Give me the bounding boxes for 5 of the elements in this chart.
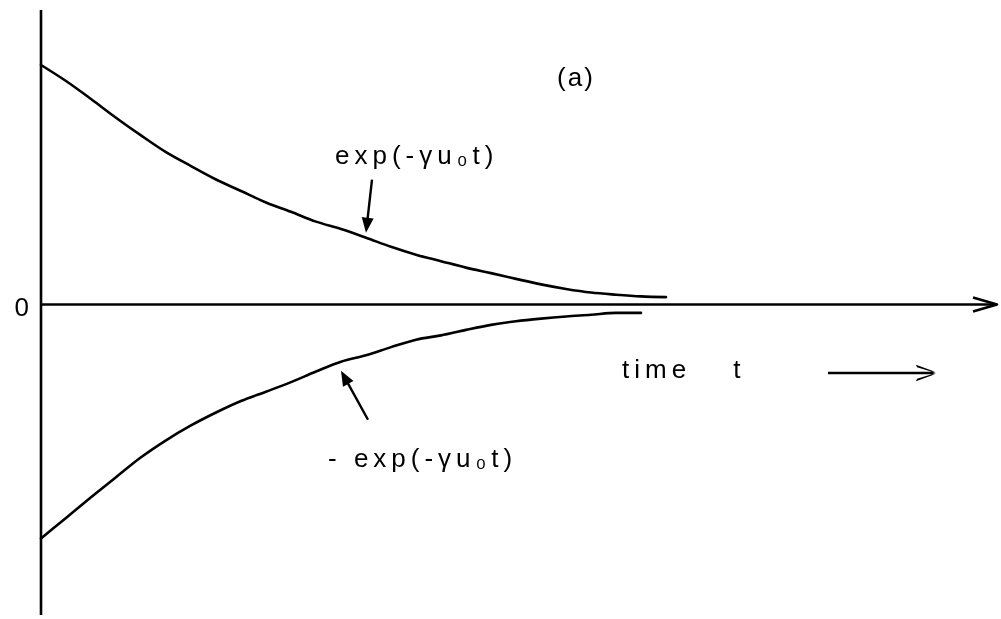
annotation: 0 [14, 291, 31, 322]
legend-label: - exp(-γu₀t) [328, 442, 518, 473]
x-axis-title: time t [622, 354, 746, 384]
annotation: (a) [557, 62, 595, 92]
text: exp(-γu₀t) [335, 139, 499, 170]
